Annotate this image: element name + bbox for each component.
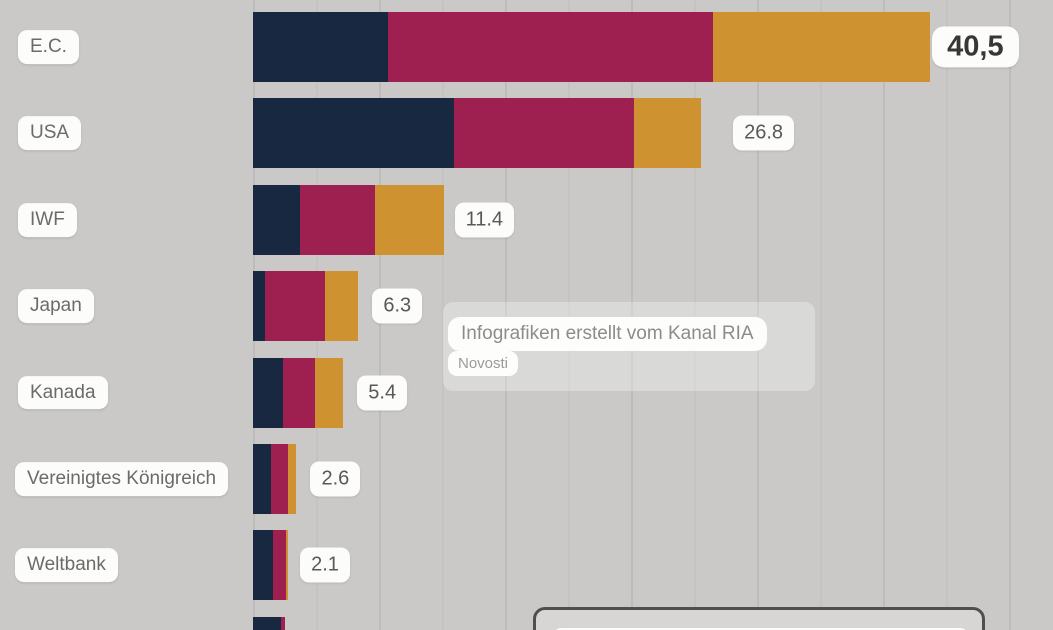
category-label: IWF	[18, 202, 77, 237]
value-label: 2.6	[310, 461, 361, 497]
value-label: 40,5	[932, 26, 1019, 68]
value-label: 26.8	[733, 115, 795, 151]
gridline-minor	[568, 0, 570, 630]
segment-navy	[253, 98, 454, 169]
stacked-bar	[253, 271, 359, 342]
gridline-minor	[946, 0, 948, 630]
segment-crimson	[453, 98, 635, 169]
segment-crimson	[273, 530, 287, 601]
watermark-box: Infografiken erstellt vom Kanal RIA Novo…	[443, 302, 815, 391]
chart-row: IWF 11.4	[0, 184, 1053, 255]
gridline-minor	[694, 0, 696, 630]
gridline-minor	[442, 0, 444, 630]
chart-row: Kanada 5.4	[0, 357, 1053, 428]
category-label: E.C.	[18, 30, 79, 64]
chart-row: Weltbank 2.1	[0, 530, 1053, 601]
segment-navy	[253, 271, 265, 342]
category-label: Kanada	[18, 375, 108, 410]
chart-row: Vereinigtes Königreich 2.6	[0, 444, 1053, 514]
segment-navy	[253, 530, 274, 601]
value-label: 11.4	[454, 202, 515, 238]
category-label: Japan	[18, 289, 94, 324]
watermark-text-line2: Novosti	[448, 351, 519, 376]
segment-crimson	[264, 271, 325, 342]
value-label: 2.1	[300, 547, 350, 583]
stacked-bar	[253, 357, 344, 428]
segment-crimson	[299, 184, 376, 255]
gridline-major	[757, 0, 759, 630]
segment-navy	[253, 357, 284, 428]
segment-navy	[253, 444, 272, 514]
segment-navy	[253, 616, 282, 630]
segment-gold	[634, 98, 702, 169]
stacked-bar	[253, 12, 931, 82]
gridline-major	[883, 0, 885, 630]
segment-navy	[253, 184, 300, 255]
watermark-text-line1: Infografiken erstellt vom Kanal RIA	[448, 317, 767, 351]
segment-navy	[253, 12, 389, 82]
segment-crimson	[388, 12, 713, 82]
value-label: 6.3	[372, 288, 423, 324]
category-label: USA	[18, 116, 82, 151]
category-label: Weltbank	[15, 548, 118, 583]
gridline-major	[631, 0, 633, 630]
segment-gold	[712, 12, 931, 82]
stacked-bar	[253, 530, 289, 601]
chart-row	[0, 616, 1053, 630]
category-label: Vereinigtes Königreich	[15, 462, 229, 496]
segment-crimson	[271, 444, 289, 514]
gridline-major	[1009, 0, 1011, 630]
gridline-minor	[820, 0, 822, 630]
stacked-bar	[253, 184, 444, 255]
segment-gold	[314, 357, 344, 428]
chart-row: E.C. 40,5	[0, 12, 1053, 82]
gridline-major	[505, 0, 507, 630]
chart-row: Japan 6.3	[0, 271, 1053, 342]
segment-gold	[286, 530, 289, 601]
legend-box-partial	[533, 607, 985, 630]
segment-crimson	[281, 616, 285, 630]
segment-gold	[375, 184, 444, 255]
segment-crimson	[283, 357, 315, 428]
chart-row: USA 26.8	[0, 98, 1053, 169]
segment-gold	[324, 271, 359, 342]
stacked-bar	[253, 444, 297, 514]
segment-gold	[288, 444, 297, 514]
stacked-bar	[253, 616, 285, 630]
value-label: 5.4	[357, 375, 408, 411]
stacked-bar	[253, 98, 702, 169]
legend-box-inner-panel	[553, 628, 968, 630]
